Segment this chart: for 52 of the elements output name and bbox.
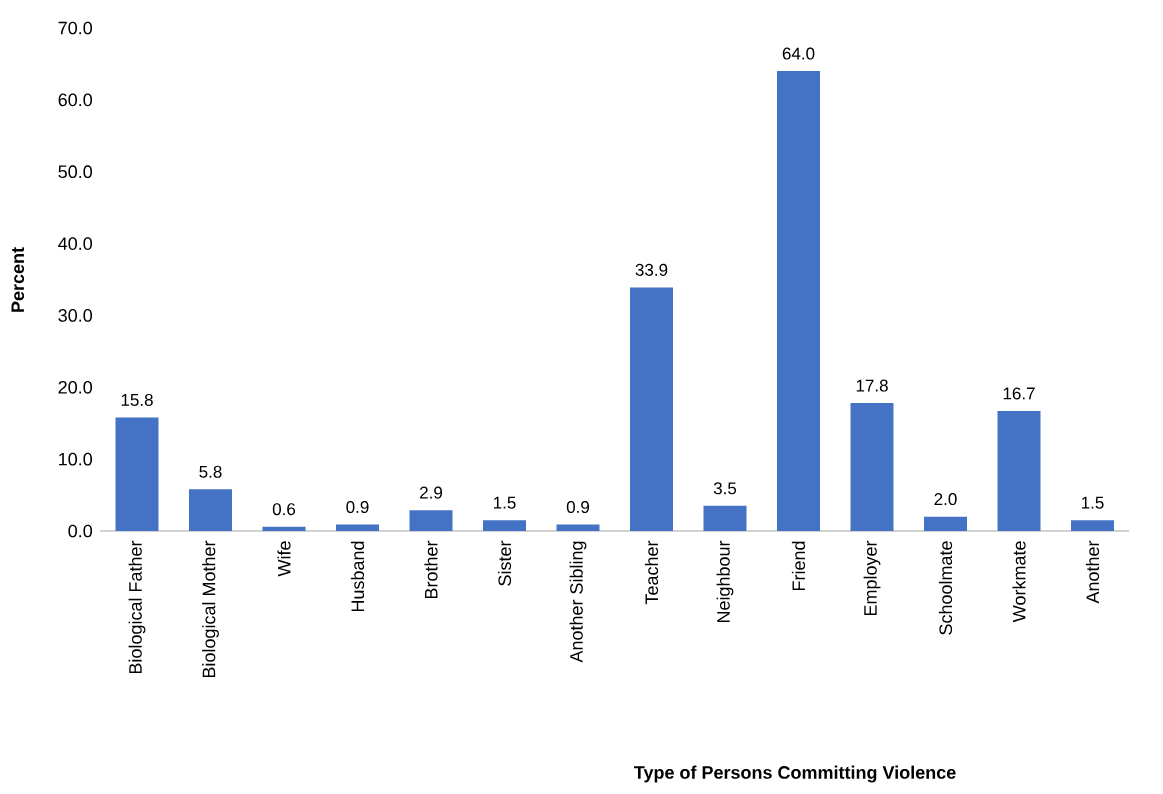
bar [630,287,673,531]
x-tick-label: Neighbour [716,540,734,623]
bar [409,510,453,531]
x-tick-label: Biological Father [128,540,146,674]
bar [997,411,1041,531]
x-tick-label: Teacher [644,540,659,605]
data-label: 64.0 [782,47,815,60]
bar [262,526,306,531]
data-label: 16.7 [1003,387,1035,400]
x-tick-label: Brother [424,540,438,599]
x-axis-title: Type of Persons Committing Violence [634,765,956,783]
x-tick-label: Another [1085,540,1100,604]
data-label: 33.9 [635,263,668,276]
y-tick-label: 60.0 [58,93,93,107]
x-tick-label: Another Sibling [569,541,587,663]
x-tick-label: Schoolmate [938,541,953,635]
data-label: 15.8 [121,393,153,406]
y-tick-label: 40.0 [58,237,93,250]
data-label: 1.5 [493,496,516,509]
x-tick-label: Friend [791,541,806,591]
bar [924,516,967,531]
bar [115,417,159,531]
data-label: 0.9 [566,500,590,514]
data-label: 1.5 [1081,496,1104,509]
bar [483,520,526,531]
y-tick-label: 10.0 [59,452,93,466]
data-label: 5.8 [199,465,222,478]
bar [336,524,379,531]
y-tick-label: 30.0 [58,309,93,322]
data-label: 0.9 [346,500,369,514]
data-label: 2.9 [420,486,443,499]
y-axis-title: Percent [11,247,25,312]
bar [1071,520,1114,531]
y-tick-label: 20.0 [58,380,93,394]
x-tick-label: Wife [277,541,291,577]
x-tick-label: Husband [350,541,365,612]
bar [556,524,600,531]
y-tick-label: 0.0 [68,524,93,538]
y-tick-label: 70.0 [58,21,93,35]
bar [850,403,894,531]
x-tick-label: Employer [863,540,881,616]
bar [189,489,232,531]
data-label: 0.6 [272,503,296,516]
x-tick-label: Biological Mother [202,540,219,678]
data-label: 2.0 [934,493,957,506]
bar [703,505,747,531]
data-label: 17.8 [856,379,888,392]
x-tick-label: Workmate [1012,541,1026,623]
x-tick-label: Sister [497,540,512,586]
y-tick-label: 50.0 [58,165,93,179]
data-label: 3.5 [713,482,737,495]
bar [777,71,820,531]
